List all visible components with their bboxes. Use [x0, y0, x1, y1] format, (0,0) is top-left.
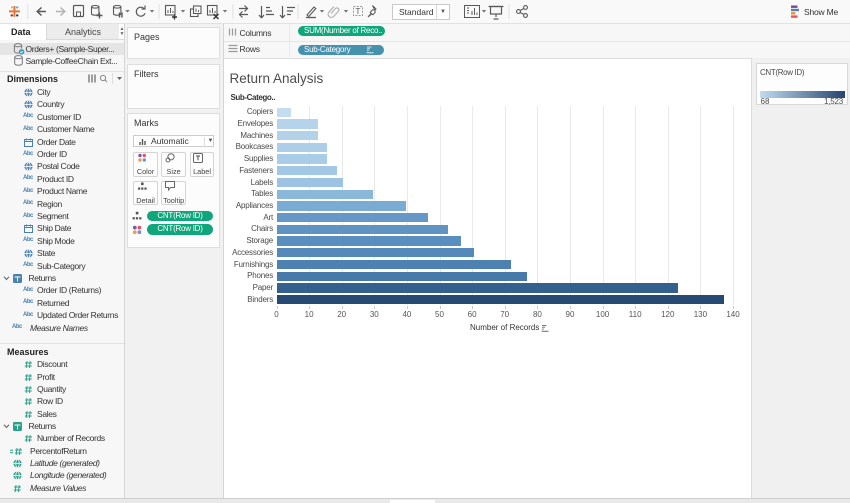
svg-text:T: T — [356, 7, 361, 16]
